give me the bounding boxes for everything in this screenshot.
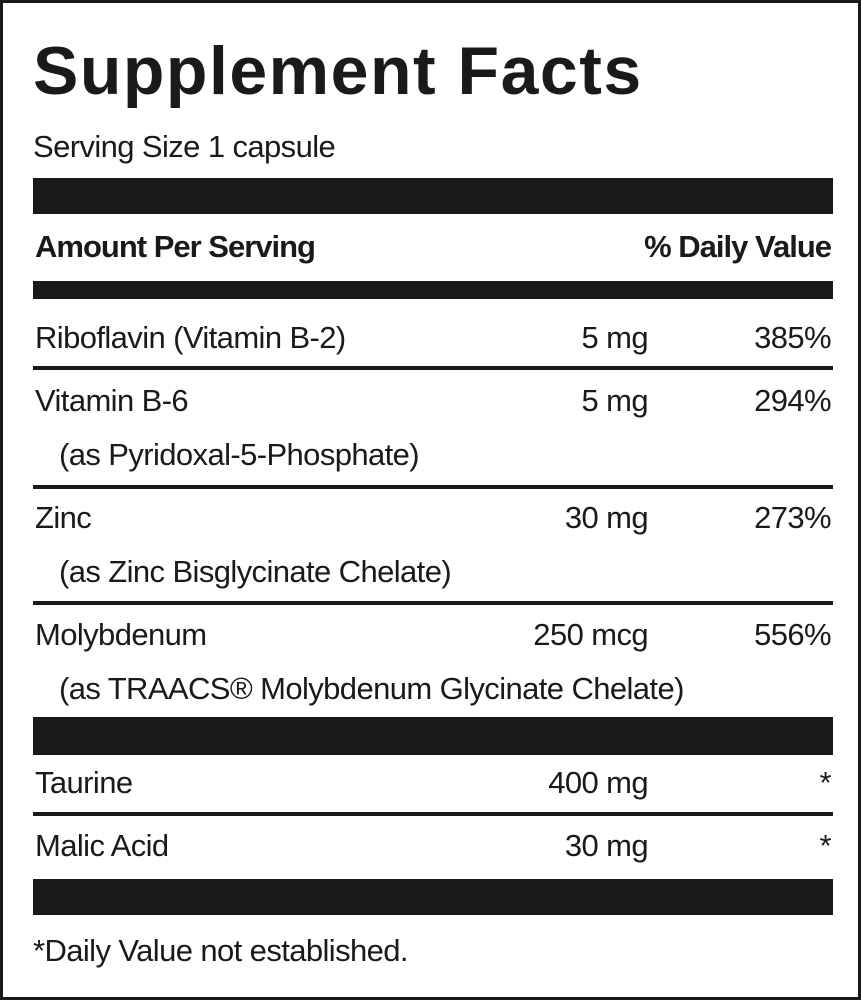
thin-rule (33, 366, 833, 370)
amount: 250 mcg (533, 617, 648, 652)
daily-value: 556% (754, 617, 831, 652)
nutrient-name: Taurine (35, 765, 133, 800)
nutrient-name: Riboflavin (Vitamin B-2) (35, 320, 346, 355)
title: Supplement Facts (33, 33, 643, 109)
column-header: % Daily Value (644, 229, 832, 264)
nutrient-source: (as Zinc Bisglycinate Chelate) (59, 554, 452, 589)
thick-rule (33, 178, 833, 214)
nutrient-name: Molybdenum (35, 617, 207, 652)
thick-rule (33, 281, 833, 299)
daily-value: * (819, 765, 832, 800)
nutrient-source: (as TRAACS® Molybdenum Glycinate Chelate… (59, 671, 684, 706)
daily-value: * (819, 828, 832, 863)
daily-value: 273% (754, 500, 831, 535)
amount: 30 mg (564, 828, 649, 863)
nutrient-name: Malic Acid (35, 828, 169, 863)
thin-rule (33, 485, 833, 489)
nutrient-name: Vitamin B-6 (35, 383, 189, 418)
daily-value: 385% (754, 320, 831, 355)
thick-rule (33, 879, 833, 915)
thick-rule (33, 717, 833, 755)
serving-size: Serving Size 1 capsule (33, 129, 336, 164)
amount: 5 mg (581, 320, 648, 355)
amount: 30 mg (564, 500, 649, 535)
thin-rule (33, 601, 833, 605)
footnote: *Daily Value not established. (33, 933, 409, 968)
amount: 400 mg (548, 765, 648, 800)
column-header: Amount Per Serving (35, 229, 316, 264)
nutrient-source: (as Pyridoxal-5-Phosphate) (59, 437, 420, 472)
thin-rule (33, 812, 833, 816)
amount: 5 mg (581, 383, 648, 418)
daily-value: 294% (754, 383, 831, 418)
nutrient-name: Zinc (35, 500, 92, 535)
